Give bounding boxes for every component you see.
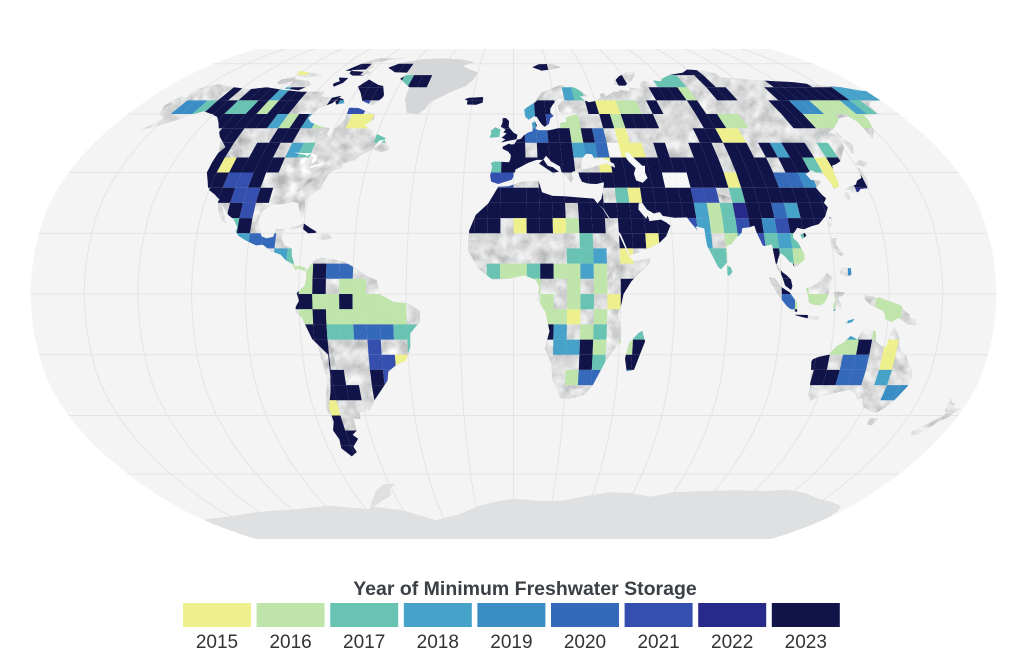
svg-text:Year of Minimum Freshwater Sto: Year of Minimum Freshwater Storage xyxy=(353,578,697,600)
svg-text:2023: 2023 xyxy=(785,632,827,653)
svg-text:2022: 2022 xyxy=(711,632,753,653)
svg-text:2018: 2018 xyxy=(417,632,459,653)
svg-text:2021: 2021 xyxy=(637,632,679,653)
svg-text:2017: 2017 xyxy=(343,632,385,653)
svg-text:2020: 2020 xyxy=(564,632,606,653)
svg-text:2016: 2016 xyxy=(269,632,311,653)
svg-text:2019: 2019 xyxy=(490,632,532,653)
svg-text:2015: 2015 xyxy=(196,632,238,653)
